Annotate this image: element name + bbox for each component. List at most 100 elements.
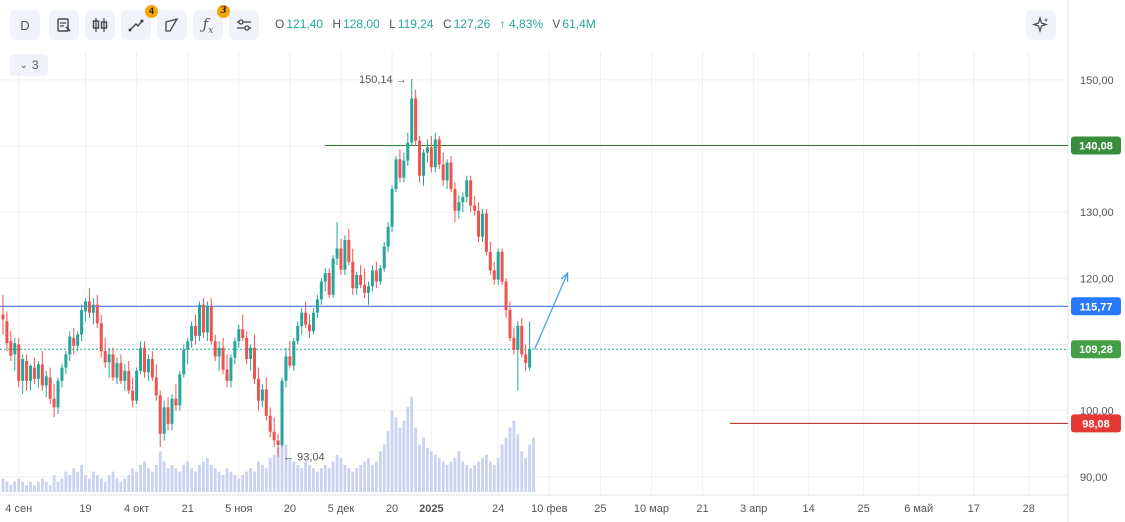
candle-body bbox=[32, 367, 36, 379]
x-tick-label: 17 bbox=[968, 503, 980, 515]
volume-bar bbox=[390, 410, 394, 492]
volume-bar bbox=[429, 451, 433, 492]
volume-bar bbox=[378, 451, 382, 492]
x-tick-label: 25 bbox=[858, 503, 870, 515]
low-label: L bbox=[389, 17, 396, 31]
close-label: C bbox=[442, 17, 452, 31]
volume-bar bbox=[99, 478, 103, 492]
candles-icon bbox=[92, 18, 108, 32]
candle-body bbox=[363, 284, 367, 293]
candle-body bbox=[280, 380, 284, 446]
chevron-down-icon: ⌄ bbox=[19, 59, 28, 71]
price-tag-background bbox=[1071, 297, 1121, 316]
candle-body bbox=[268, 415, 272, 432]
formula-button[interactable]: ƒx 3 bbox=[193, 5, 230, 40]
x-tick-label: 28 bbox=[1023, 503, 1035, 515]
volume-bar bbox=[190, 468, 194, 492]
volume-bar bbox=[36, 481, 40, 492]
candle-body bbox=[60, 367, 64, 381]
formula-badge: 3 bbox=[217, 5, 230, 18]
volume-bar bbox=[229, 471, 233, 492]
chart-settings-button[interactable] bbox=[49, 10, 79, 40]
volume-bar bbox=[131, 468, 135, 492]
interval-button[interactable]: D bbox=[10, 10, 40, 40]
volume-bar bbox=[508, 427, 512, 492]
candle-body bbox=[107, 354, 111, 363]
volume-bar bbox=[52, 475, 56, 492]
candle-body bbox=[500, 251, 504, 282]
candle-body bbox=[260, 389, 264, 401]
candle-body bbox=[40, 364, 44, 386]
volume-bar bbox=[84, 475, 87, 492]
x-tick-label: 20 bbox=[386, 503, 398, 515]
candle-body bbox=[201, 304, 205, 333]
candle-body bbox=[205, 306, 209, 333]
volume-bar bbox=[40, 478, 44, 492]
candle-body bbox=[284, 356, 288, 381]
chart-type-button[interactable] bbox=[85, 10, 115, 40]
volume-bar bbox=[166, 468, 170, 492]
x-tick-label: 14 bbox=[803, 503, 815, 515]
compare-settings-button[interactable] bbox=[229, 10, 259, 40]
candle-body bbox=[390, 189, 394, 227]
candle-body bbox=[80, 310, 84, 335]
candle-body bbox=[154, 377, 158, 396]
candle-body bbox=[453, 189, 457, 211]
ohlc-readout: O 121,40 H 128,00 L 119,24 C 127,26 ↑ 4,83% … bbox=[275, 17, 602, 31]
y-tick-label: 130,00 bbox=[1080, 207, 1114, 219]
volume-bar bbox=[445, 464, 449, 492]
price-tag-background bbox=[1071, 340, 1121, 359]
candle-body bbox=[13, 343, 17, 355]
candle-body bbox=[29, 365, 33, 381]
candle-body bbox=[473, 205, 477, 211]
volume-bar bbox=[107, 475, 111, 492]
price-tag-background bbox=[1071, 414, 1121, 433]
volume-bar bbox=[91, 471, 95, 492]
volume-bar bbox=[202, 461, 205, 492]
volume-bar bbox=[481, 458, 484, 492]
drawing-tool-icon bbox=[165, 17, 179, 32]
volume-bar bbox=[296, 464, 300, 492]
x-tick-label: 5 дек bbox=[328, 503, 355, 515]
volume-bar bbox=[233, 475, 237, 492]
indicators-button[interactable]: 4 bbox=[121, 5, 158, 40]
price-tag-label: 140,08 bbox=[1079, 140, 1113, 152]
volume-bar bbox=[488, 461, 492, 492]
volume-bar bbox=[426, 447, 429, 492]
volume-bar bbox=[449, 461, 453, 492]
volume-bar bbox=[88, 478, 91, 492]
candle-body bbox=[241, 329, 245, 338]
candle-body bbox=[374, 270, 378, 282]
drawing-tools-button[interactable] bbox=[157, 10, 187, 40]
candle-body bbox=[315, 299, 319, 313]
candle-body bbox=[304, 312, 308, 325]
candle-body bbox=[469, 180, 473, 206]
ai-assistant-button[interactable] bbox=[1026, 10, 1056, 40]
x-tick-label: 24 bbox=[492, 503, 504, 515]
indicators-collapse-button[interactable]: ⌄ 3 bbox=[10, 54, 48, 76]
volume-bar bbox=[209, 464, 213, 492]
volume-bar bbox=[25, 485, 28, 492]
volume-bar bbox=[268, 458, 272, 492]
candle-body bbox=[378, 268, 382, 282]
candle-body bbox=[131, 390, 135, 401]
candle-body bbox=[162, 407, 166, 434]
volume-bar bbox=[170, 464, 174, 492]
candle-body bbox=[194, 325, 198, 336]
candle-body bbox=[449, 162, 453, 189]
candle-body bbox=[516, 325, 520, 350]
volume-bar bbox=[154, 464, 158, 492]
volume-bar bbox=[418, 444, 421, 492]
volume-bar bbox=[371, 464, 374, 492]
candle-body bbox=[142, 347, 146, 373]
candle-body bbox=[264, 389, 268, 416]
x-tick-label: 19 bbox=[79, 503, 91, 515]
candle-body bbox=[182, 349, 186, 375]
x-tick-label: 5 ноя bbox=[225, 503, 252, 515]
volume-bar bbox=[347, 468, 351, 492]
candle-body bbox=[229, 357, 233, 381]
y-tick-label: 150,00 bbox=[1080, 75, 1114, 87]
candle-body bbox=[249, 347, 253, 360]
candle-body bbox=[36, 364, 40, 379]
